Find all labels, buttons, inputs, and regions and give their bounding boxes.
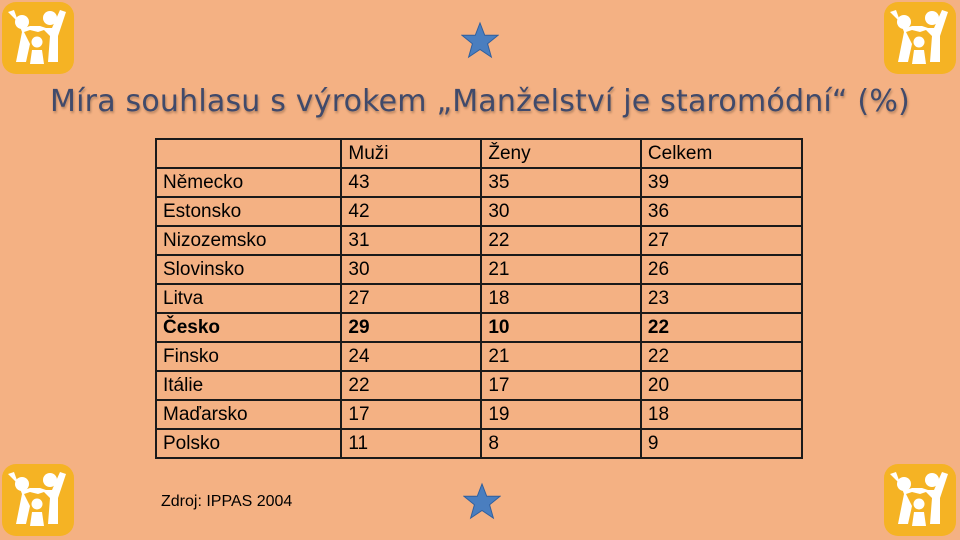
source-note: Zdroj: IPPAS 2004 <box>161 493 293 510</box>
value-cell: 17 <box>340 399 483 430</box>
family-logo-icon <box>2 464 74 536</box>
table-header-row: Muži Ženy Celkem <box>154 138 804 169</box>
table-row-highlighted: Česko 29 10 22 <box>154 312 804 343</box>
value-cell: 19 <box>480 399 642 430</box>
value-cell: 18 <box>639 399 804 430</box>
star-icon <box>461 21 499 59</box>
value-cell: 23 <box>639 283 804 314</box>
table-row: Estonsko 42 30 36 <box>154 196 804 227</box>
value-cell: 8 <box>480 428 642 459</box>
country-cell: Polsko <box>154 428 343 459</box>
value-cell: 10 <box>480 312 642 343</box>
value-cell: 39 <box>639 167 804 198</box>
country-cell: Litva <box>154 283 343 314</box>
country-cell: Nizozemsko <box>154 225 343 256</box>
table-row: Maďarsko 17 19 18 <box>154 399 804 430</box>
country-cell: Maďarsko <box>154 399 343 430</box>
country-cell: Finsko <box>154 341 343 372</box>
star-icon <box>463 482 501 520</box>
value-cell: 35 <box>480 167 642 198</box>
country-cell: Česko <box>154 312 343 343</box>
value-cell: 9 <box>639 428 804 459</box>
value-cell: 30 <box>340 254 483 285</box>
header-cell <box>154 138 343 169</box>
value-cell: 31 <box>340 225 483 256</box>
country-cell: Slovinsko <box>154 254 343 285</box>
value-cell: 24 <box>340 341 483 372</box>
table-row: Nizozemsko 31 22 27 <box>154 225 804 256</box>
value-cell: 20 <box>639 370 804 401</box>
value-cell: 42 <box>340 196 483 227</box>
table-row: Polsko 11 8 9 <box>154 428 804 459</box>
value-cell: 36 <box>639 196 804 227</box>
family-logo-icon <box>2 2 74 74</box>
value-cell: 22 <box>639 341 804 372</box>
country-cell: Itálie <box>154 370 343 401</box>
country-cell: Německo <box>154 167 343 198</box>
header-cell: Ženy <box>480 138 642 169</box>
value-cell: 21 <box>480 341 642 372</box>
header-cell: Celkem <box>639 138 804 169</box>
family-logo-icon <box>884 2 956 74</box>
value-cell: 22 <box>639 312 804 343</box>
header-cell: Muži <box>340 138 483 169</box>
value-cell: 29 <box>340 312 483 343</box>
value-cell: 21 <box>480 254 642 285</box>
country-cell: Estonsko <box>154 196 343 227</box>
family-logo-icon <box>884 464 956 536</box>
table-row: Finsko 24 21 22 <box>154 341 804 372</box>
value-cell: 27 <box>639 225 804 256</box>
value-cell: 27 <box>340 283 483 314</box>
value-cell: 22 <box>480 225 642 256</box>
table-row: Slovinsko 30 21 26 <box>154 254 804 285</box>
table-row: Itálie 22 17 20 <box>154 370 804 401</box>
table-row: Litva 27 18 23 <box>154 283 804 314</box>
value-cell: 11 <box>340 428 483 459</box>
data-table: Muži Ženy Celkem Německo 43 35 39 Estons… <box>154 138 804 459</box>
value-cell: 18 <box>480 283 642 314</box>
value-cell: 22 <box>340 370 483 401</box>
value-cell: 17 <box>480 370 642 401</box>
value-cell: 43 <box>340 167 483 198</box>
value-cell: 30 <box>480 196 642 227</box>
slide-title: Míra souhlasu s výrokem „Manželství je s… <box>50 84 910 119</box>
value-cell: 26 <box>639 254 804 285</box>
table-row: Německo 43 35 39 <box>154 167 804 198</box>
